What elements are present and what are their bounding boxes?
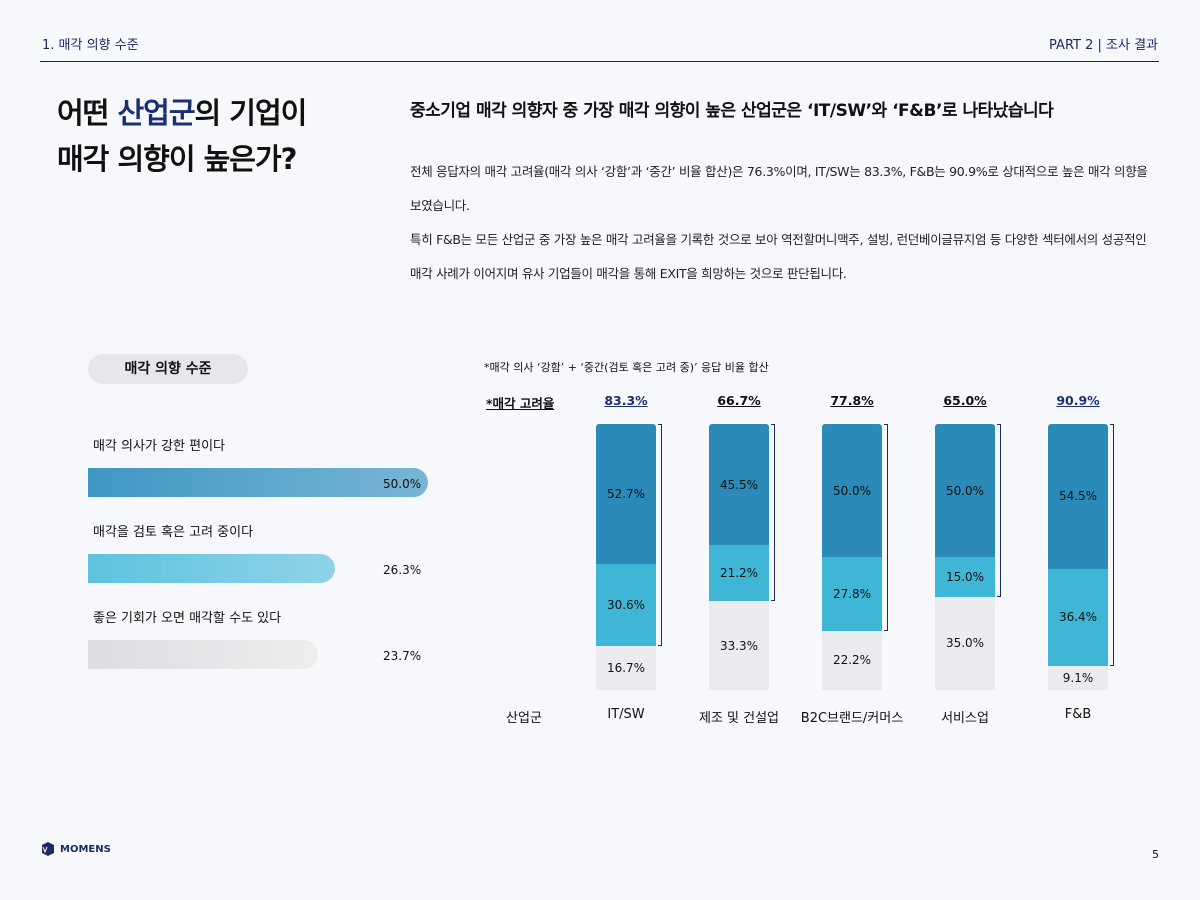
logo-cube-icon <box>42 842 54 856</box>
segment-strong: 50.0% <box>935 424 995 557</box>
segment-mid: 30.6% <box>596 564 656 646</box>
segment-strong: 54.5% <box>1048 424 1108 569</box>
paragraph: 특히 F&B는 모든 산업군 중 가장 높은 매각 고려율을 기록한 것으로 보… <box>410 232 1147 281</box>
consideration-bracket <box>1110 424 1114 666</box>
rate-label: 77.8% <box>830 393 874 408</box>
segment-weak: 33.3% <box>709 601 769 690</box>
segment-mid: 15.0% <box>935 557 995 597</box>
category-label: 서비스업 <box>941 711 989 726</box>
legend-label-strong: 매각 의사가 강한 편이다 <box>93 439 225 454</box>
consideration-bracket <box>658 424 662 646</box>
consideration-bracket <box>771 424 775 602</box>
part-label: PART 2 | 조사 결과 <box>1049 38 1158 53</box>
category-label: F&B <box>1064 707 1092 722</box>
segment-strong: 50.0% <box>822 424 882 557</box>
chart-note: *매각 의사 ‘강함’ + ‘중간(검토 혹은 고려 중)’ 응답 비율 합산 <box>484 361 769 374</box>
body-text: 전체 응답자의 매각 고려율(매각 의사 ‘강함’과 ‘중간’ 비율 합산)은 … <box>410 155 1160 291</box>
legend-value-weak: 23.7% <box>383 649 422 663</box>
segment-weak: 35.0% <box>935 596 995 690</box>
consideration-bracket <box>884 424 888 631</box>
logo-text: MOMENS <box>60 843 111 855</box>
bar-stack: 50.0% 15.0% 35.0% <box>935 424 1001 690</box>
rate-label: 90.9% <box>1056 393 1100 408</box>
consideration-bracket <box>997 424 1001 597</box>
segment-strong: 45.5% <box>709 424 769 546</box>
page-title: 어떤 산업군의 기업이 매각 의향이 높은가? <box>57 90 308 182</box>
rate-header: *매각 고려율 <box>486 396 555 411</box>
legend-value-mid: 26.3% <box>383 563 422 577</box>
legend-title: 매각 의향 수준 <box>88 354 248 384</box>
title-line2: 매각 의향이 높은가? <box>57 142 297 176</box>
subtitle: 중소기업 매각 의향자 중 가장 매각 의향이 높은 산업군은 ‘IT/SW’와… <box>410 101 1054 121</box>
legend-value-strong: 50.0% <box>383 477 422 491</box>
legend-label-weak: 좋은 기회가 오면 매각할 수도 있다 <box>93 611 282 626</box>
segment-mid: 27.8% <box>822 557 882 631</box>
section-label: 1. 매각 의향 수준 <box>42 38 139 53</box>
category-label: IT/SW <box>607 707 645 722</box>
legend-label-mid: 매각을 검토 혹은 고려 중이다 <box>93 525 254 540</box>
legend-bar-mid <box>88 554 335 583</box>
category-label: B2C브랜드/커머스 <box>800 711 904 726</box>
bar-stack: 52.7% 30.6% 16.7% <box>596 424 662 690</box>
bar-stack: 54.5% 36.4% 9.1% <box>1048 424 1114 690</box>
paragraph: 전체 응답자의 매각 고려율(매각 의사 ‘강함’과 ‘중간’ 비율 합산)은 … <box>410 164 1148 213</box>
segment-mid: 21.2% <box>709 545 769 602</box>
title-text: 의 기업이 <box>194 96 308 130</box>
bar-stack: 50.0% 27.8% 22.2% <box>822 424 888 690</box>
legend-bar-weak <box>88 640 318 669</box>
segment-strong: 52.7% <box>596 424 656 565</box>
rate-label: 65.0% <box>943 393 987 408</box>
axis-label: 산업군 <box>506 711 542 726</box>
segment-weak: 22.2% <box>822 630 882 690</box>
segment-weak: 16.7% <box>596 645 656 690</box>
title-text: 어떤 <box>57 96 118 130</box>
logo: MOMENS <box>40 841 111 857</box>
segment-mid: 36.4% <box>1048 568 1108 666</box>
bar-stack: 45.5% 21.2% 33.3% <box>709 424 775 690</box>
page-number: 5 <box>1152 848 1159 861</box>
header-divider <box>40 61 1159 62</box>
category-label: 제조 및 건설업 <box>698 711 780 726</box>
title-highlight: 산업군 <box>117 96 195 130</box>
segment-weak: 9.1% <box>1048 665 1108 690</box>
rate-label: 66.7% <box>717 393 761 408</box>
rate-label: 83.3% <box>604 393 648 408</box>
legend-bar-strong <box>88 468 428 497</box>
